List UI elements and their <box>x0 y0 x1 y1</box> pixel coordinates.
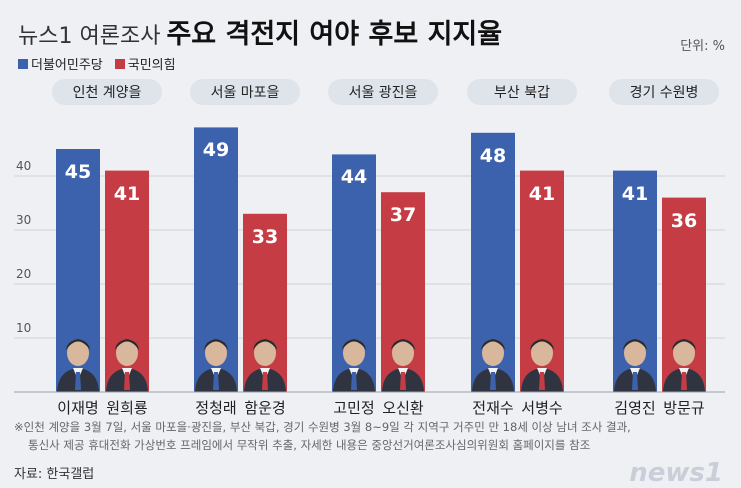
candidate-photo <box>244 339 286 392</box>
footnote-line-1: ※인천 계양을 3월 7일, 서울 마포을·광진을, 부산 북갑, 경기 수원병… <box>14 420 631 434</box>
unit-label: 단위: % <box>680 39 725 54</box>
region-label: 부산 북갑 <box>467 79 577 105</box>
news1-logo: news1 <box>629 458 723 488</box>
region-label: 서울 광진을 <box>328 79 438 105</box>
bar-value-label: 48 <box>479 144 507 167</box>
bar-value-label: 45 <box>64 161 92 183</box>
bar-value-label: 36 <box>670 209 698 232</box>
y-tick-label-30: 30 <box>16 213 32 227</box>
bar-value-label: 41 <box>113 182 141 205</box>
candidate-photo <box>614 339 656 392</box>
candidate-name: 김영진 <box>614 399 656 417</box>
bar-value-label: 41 <box>621 182 649 205</box>
region-label: 인천 계양을 <box>52 79 162 105</box>
legend-item-ppp: 국민의힘 <box>114 54 176 73</box>
candidate-name: 함운경 <box>244 399 286 417</box>
bar-value-label: 49 <box>202 139 230 162</box>
region-label: 서울 마포을 <box>190 79 300 105</box>
legend-swatch-ppp <box>114 58 125 69</box>
bar-value-label: 37 <box>389 204 417 227</box>
title-main: 주요 격전지 여야 후보 지지율 <box>166 19 503 50</box>
bar-value-label: 33 <box>251 225 279 248</box>
candidate-photo <box>57 339 99 392</box>
legend-label-dem: 더불어민주당 <box>31 58 103 73</box>
candidate-photo <box>382 339 424 392</box>
candidate-photo <box>521 339 563 392</box>
candidate-photo <box>106 339 148 392</box>
candidate-name: 원희룡 <box>106 399 148 417</box>
legend-label-ppp: 국민의힘 <box>127 58 176 73</box>
title-prefix: 뉴스1 여론조사 <box>18 24 161 49</box>
legend-item-dem: 더불어민주당 <box>18 54 103 73</box>
candidate-name: 방문규 <box>663 399 705 417</box>
candidate-photo <box>663 339 705 392</box>
legend: 더불어민주당 국민의힘 <box>18 54 176 73</box>
candidate-name: 오신환 <box>382 399 424 417</box>
y-tick-label-20: 20 <box>16 267 32 281</box>
bar-value-label: 44 <box>340 166 368 189</box>
y-tick-label-40: 40 <box>16 159 32 173</box>
candidate-name: 고민정 <box>333 399 375 417</box>
source: 자료: 한국갤럽 <box>14 467 95 482</box>
candidate-photo <box>195 339 237 392</box>
legend-swatch-dem <box>18 58 28 69</box>
candidate-name: 전재수 <box>472 399 514 417</box>
y-tick-label-10: 10 <box>16 321 32 335</box>
candidate-photo <box>472 339 514 392</box>
candidate-photo <box>333 339 375 392</box>
title: 뉴스1 여론조사 주요 격전지 여야 후보 지지율 <box>18 12 502 51</box>
region-label: 경기 수원병 <box>609 79 719 105</box>
candidate-name: 이재명 <box>57 399 99 417</box>
bar-value-label: 41 <box>528 182 556 205</box>
footnote-line-2: 통신사 제공 휴대전화 가상번호 프레임에서 무작위 추출, 자세한 내용은 중… <box>28 438 591 452</box>
candidate-name: 정청래 <box>195 399 237 417</box>
candidate-name: 서병수 <box>521 399 563 417</box>
